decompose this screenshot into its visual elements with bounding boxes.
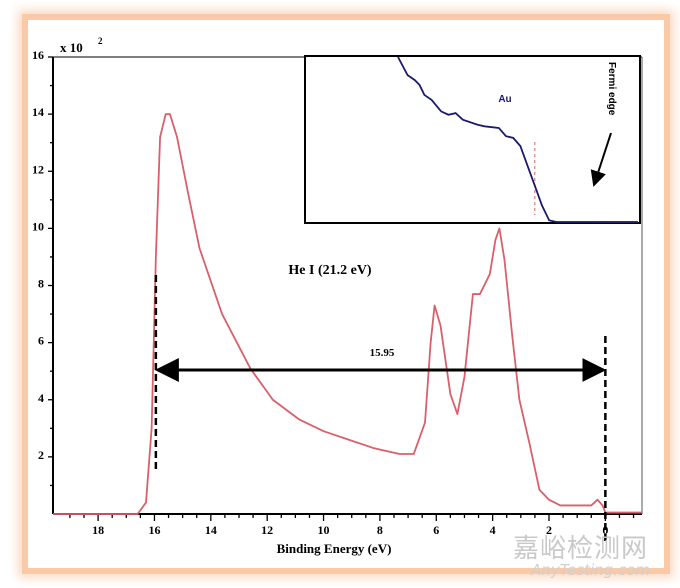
x-tick-label: 18 <box>92 523 104 537</box>
x-tick-label: 16 <box>148 523 160 537</box>
x-tick-label: 8 <box>377 523 383 537</box>
watermark-cn: 嘉峪检测网 <box>512 534 648 564</box>
x-tick-label: 4 <box>490 523 496 537</box>
y-tick-label: 14 <box>32 105 44 119</box>
fermi-edge-label: Fermi edge <box>606 62 617 116</box>
x-tick-label: 12 <box>261 523 273 537</box>
x-tick-label: 2 <box>546 523 552 537</box>
source-label: He I (21.2 eV) <box>288 263 372 278</box>
series-line <box>53 113 642 515</box>
watermark-en: AnyTesting.com <box>531 561 650 579</box>
y-tick-label: 2 <box>38 448 44 462</box>
y-multiplier-exponent: 2 <box>98 36 103 46</box>
x-tick-label: 14 <box>205 523 217 537</box>
x-tick-label: 6 <box>433 523 439 537</box>
fermi-edge-arrow <box>590 132 612 187</box>
y-multiplier-label: x 10 <box>60 40 83 55</box>
inset-box <box>304 55 641 224</box>
x-tick-label: 10 <box>318 523 330 537</box>
inset-label: Au <box>498 94 511 105</box>
y-tick-label: 8 <box>38 277 44 291</box>
y-tick-label: 10 <box>32 219 44 233</box>
inset-series-line <box>397 56 638 223</box>
y-tick-label: 16 <box>32 48 44 62</box>
width-label: 15.95 <box>370 347 395 359</box>
y-tick-label: 4 <box>38 391 44 405</box>
y-tick-label: 6 <box>38 334 44 348</box>
y-tick-label: 12 <box>32 162 44 176</box>
x-axis-label: Binding Energy (eV) <box>277 541 392 556</box>
